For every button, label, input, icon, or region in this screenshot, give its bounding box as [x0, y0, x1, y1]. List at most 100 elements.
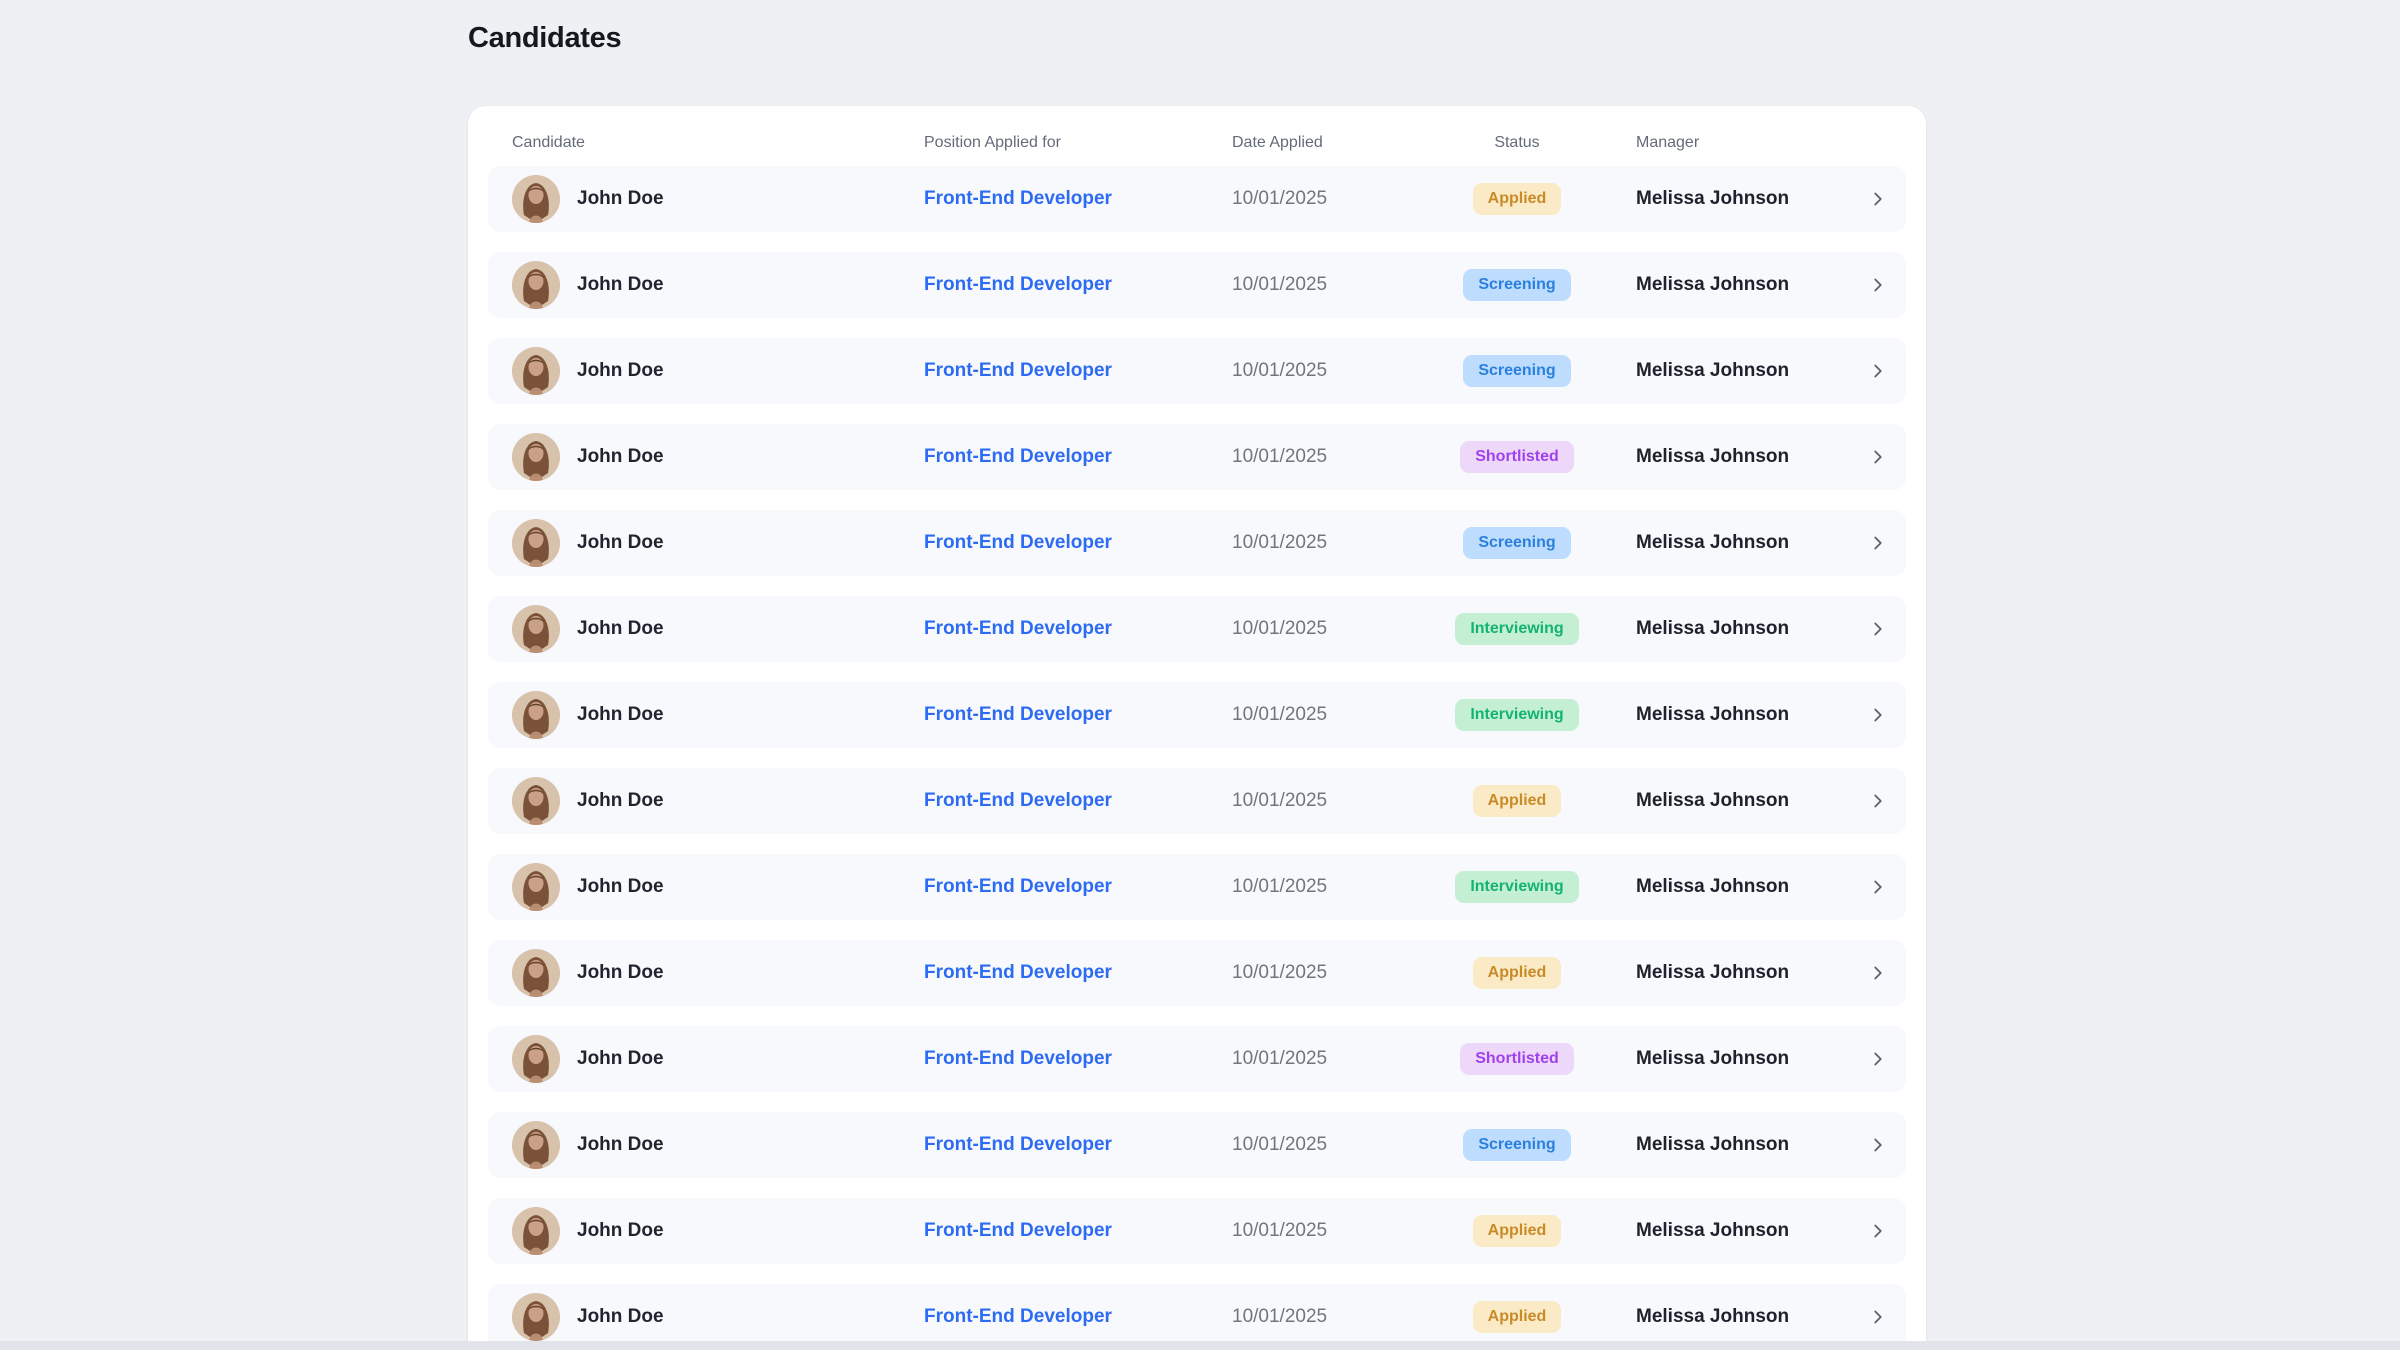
- manager-name: Melissa Johnson: [1636, 446, 1790, 467]
- candidate-avatar: [512, 1035, 560, 1083]
- candidate-row[interactable]: John Doe Front-End Developer 10/01/2025 …: [488, 510, 1906, 576]
- chevron-right-icon[interactable]: [1867, 1220, 1889, 1242]
- manager-name: Melissa Johnson: [1636, 532, 1790, 553]
- status-badge: Screening: [1463, 355, 1571, 387]
- position-link[interactable]: Front-End Developer: [924, 618, 1112, 639]
- date-applied: 10/01/2025: [1232, 790, 1328, 811]
- column-header-position: Position Applied for: [924, 134, 1061, 151]
- position-link[interactable]: Front-End Developer: [924, 446, 1112, 467]
- chevron-right-icon[interactable]: [1867, 188, 1889, 210]
- chevron-right-icon[interactable]: [1867, 1134, 1889, 1156]
- candidate-name: John Doe: [577, 446, 664, 467]
- column-header-date: Date Applied: [1232, 134, 1323, 151]
- candidate-row[interactable]: John Doe Front-End Developer 10/01/2025 …: [488, 252, 1906, 318]
- date-applied: 10/01/2025: [1232, 274, 1328, 295]
- status-badge: Applied: [1472, 957, 1562, 989]
- candidate-avatar: [512, 1121, 560, 1169]
- position-link[interactable]: Front-End Developer: [924, 1048, 1112, 1069]
- candidate-avatar: [512, 777, 560, 825]
- candidate-avatar: [512, 261, 560, 309]
- date-applied: 10/01/2025: [1232, 1306, 1328, 1327]
- candidate-name: John Doe: [577, 360, 664, 381]
- date-applied: 10/01/2025: [1232, 618, 1328, 639]
- chevron-right-icon[interactable]: [1867, 704, 1889, 726]
- chevron-right-icon[interactable]: [1867, 446, 1889, 468]
- position-link[interactable]: Front-End Developer: [924, 790, 1112, 811]
- candidate-avatar: [512, 691, 560, 739]
- table-header-row: Candidate Position Applied for Date Appl…: [488, 120, 1906, 166]
- status-badge: Screening: [1463, 269, 1571, 301]
- date-applied: 10/01/2025: [1232, 446, 1328, 467]
- candidate-row[interactable]: John Doe Front-End Developer 10/01/2025 …: [488, 854, 1906, 920]
- candidate-name: John Doe: [577, 1134, 664, 1155]
- candidate-row[interactable]: John Doe Front-End Developer 10/01/2025 …: [488, 596, 1906, 662]
- chevron-right-icon[interactable]: [1867, 274, 1889, 296]
- manager-name: Melissa Johnson: [1636, 962, 1790, 983]
- status-badge: Interviewing: [1455, 871, 1579, 903]
- candidate-avatar: [512, 519, 560, 567]
- manager-name: Melissa Johnson: [1636, 704, 1790, 725]
- chevron-right-icon[interactable]: [1867, 1048, 1889, 1070]
- candidate-avatar: [512, 863, 560, 911]
- position-link[interactable]: Front-End Developer: [924, 1306, 1112, 1327]
- candidate-name: John Doe: [577, 274, 664, 295]
- status-badge: Applied: [1472, 183, 1562, 215]
- manager-name: Melissa Johnson: [1636, 790, 1790, 811]
- candidate-row[interactable]: John Doe Front-End Developer 10/01/2025 …: [488, 166, 1906, 232]
- chevron-right-icon[interactable]: [1867, 790, 1889, 812]
- candidate-name: John Doe: [577, 1306, 664, 1327]
- date-applied: 10/01/2025: [1232, 1134, 1328, 1155]
- candidate-row[interactable]: John Doe Front-End Developer 10/01/2025 …: [488, 338, 1906, 404]
- manager-name: Melissa Johnson: [1636, 274, 1790, 295]
- position-link[interactable]: Front-End Developer: [924, 274, 1112, 295]
- status-badge: Interviewing: [1455, 699, 1579, 731]
- manager-name: Melissa Johnson: [1636, 360, 1790, 381]
- candidate-row[interactable]: John Doe Front-End Developer 10/01/2025 …: [488, 1112, 1906, 1178]
- position-link[interactable]: Front-End Developer: [924, 360, 1112, 381]
- candidate-row[interactable]: John Doe Front-End Developer 10/01/2025 …: [488, 424, 1906, 490]
- position-link[interactable]: Front-End Developer: [924, 876, 1112, 897]
- chevron-right-icon[interactable]: [1867, 1306, 1889, 1328]
- candidate-name: John Doe: [577, 532, 664, 553]
- date-applied: 10/01/2025: [1232, 360, 1328, 381]
- chevron-right-icon[interactable]: [1867, 360, 1889, 382]
- manager-name: Melissa Johnson: [1636, 1306, 1790, 1327]
- status-badge: Screening: [1463, 1129, 1571, 1161]
- candidate-name: John Doe: [577, 1220, 664, 1241]
- column-header-manager: Manager: [1636, 134, 1700, 151]
- chevron-right-icon[interactable]: [1867, 876, 1889, 898]
- candidate-row[interactable]: John Doe Front-End Developer 10/01/2025 …: [488, 1284, 1906, 1350]
- status-badge: Shortlisted: [1460, 1043, 1574, 1075]
- candidate-row[interactable]: John Doe Front-End Developer 10/01/2025 …: [488, 940, 1906, 1006]
- column-header-candidate: Candidate: [512, 134, 585, 151]
- position-link[interactable]: Front-End Developer: [924, 704, 1112, 725]
- candidate-row[interactable]: John Doe Front-End Developer 10/01/2025 …: [488, 1198, 1906, 1264]
- date-applied: 10/01/2025: [1232, 188, 1328, 209]
- candidate-name: John Doe: [577, 790, 664, 811]
- date-applied: 10/01/2025: [1232, 876, 1328, 897]
- manager-name: Melissa Johnson: [1636, 618, 1790, 639]
- position-link[interactable]: Front-End Developer: [924, 188, 1112, 209]
- position-link[interactable]: Front-End Developer: [924, 1220, 1112, 1241]
- chevron-right-icon[interactable]: [1867, 618, 1889, 640]
- manager-name: Melissa Johnson: [1636, 1048, 1790, 1069]
- date-applied: 10/01/2025: [1232, 962, 1328, 983]
- chevron-right-icon[interactable]: [1867, 532, 1889, 554]
- candidate-row[interactable]: John Doe Front-End Developer 10/01/2025 …: [488, 1026, 1906, 1092]
- status-badge: Interviewing: [1455, 613, 1579, 645]
- status-badge: Shortlisted: [1460, 441, 1574, 473]
- candidate-avatar: [512, 949, 560, 997]
- candidate-name: John Doe: [577, 188, 664, 209]
- candidate-name: John Doe: [577, 618, 664, 639]
- candidate-row[interactable]: John Doe Front-End Developer 10/01/2025 …: [488, 768, 1906, 834]
- candidate-row[interactable]: John Doe Front-End Developer 10/01/2025 …: [488, 682, 1906, 748]
- position-link[interactable]: Front-End Developer: [924, 1134, 1112, 1155]
- chevron-right-icon[interactable]: [1867, 962, 1889, 984]
- horizontal-scrollbar[interactable]: [0, 1341, 2400, 1350]
- candidate-avatar: [512, 1207, 560, 1255]
- page-title: Candidates: [468, 22, 622, 54]
- position-link[interactable]: Front-End Developer: [924, 532, 1112, 553]
- candidate-avatar: [512, 347, 560, 395]
- position-link[interactable]: Front-End Developer: [924, 962, 1112, 983]
